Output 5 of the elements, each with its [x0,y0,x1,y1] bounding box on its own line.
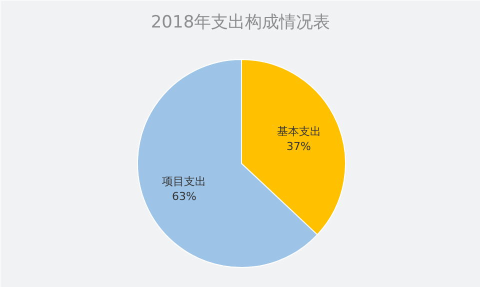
data-label: 63% [172,190,196,203]
data-label: 37% [286,140,311,154]
chart-title: 2018年支出构成情况表 [150,12,330,32]
slice-label: 基本支出 [276,125,321,138]
slice-label: 项目支出 [162,174,206,188]
